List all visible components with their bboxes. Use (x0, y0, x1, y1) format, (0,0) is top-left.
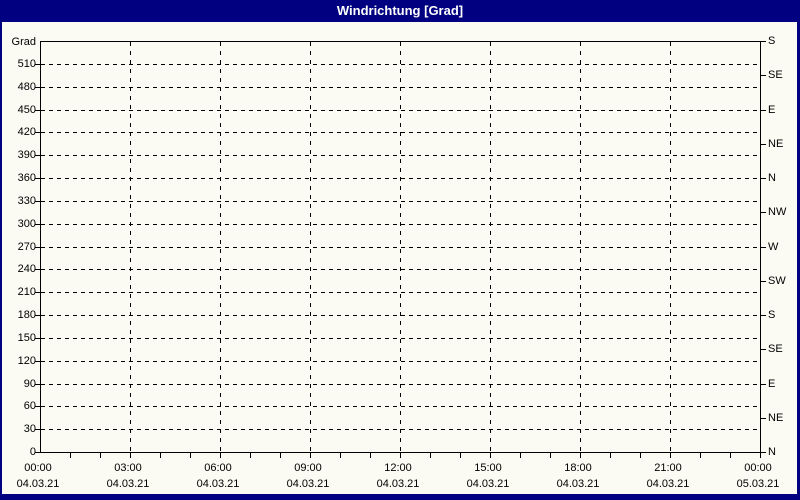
chart-title: Windrichtung [Grad] (0, 0, 800, 22)
y-axis-unit-label: Grad (11, 36, 36, 48)
chart-background (2, 22, 797, 494)
plot-border (40, 41, 761, 453)
